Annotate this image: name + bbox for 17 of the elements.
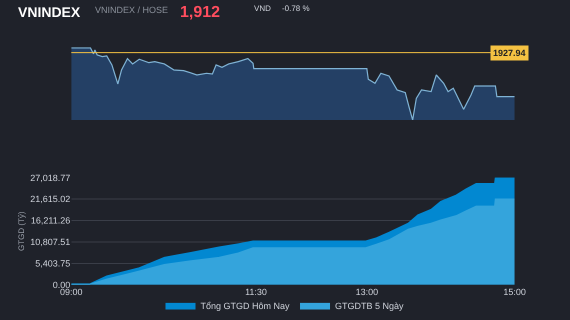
chart-subtitle: VNINDEX / HOSE [95,5,168,15]
y-tick-label: 5,403.75 [35,258,70,269]
legend-label: Tổng GTGD Hôm Nay [200,301,290,312]
annotation: 1927.94 [493,48,526,58]
text: VND [254,4,272,13]
x-tick-label: 15:00 [503,286,526,297]
text: 1,912 [180,4,220,21]
x-tick-label: 11:30 [245,286,267,297]
legend-label: GTGDTB 5 Ngày [335,301,404,312]
y-axis-title: GTGD (Tỷ) [16,211,26,251]
x-tick-label: 13:00 [356,286,378,297]
y-tick-label: 10,807.51 [30,237,70,248]
chart-title: VNINDEX [18,4,81,20]
y-tick-label: 21,615.02 [30,194,70,204]
text: -0.78 % [282,4,310,13]
y-tick-label: 16,211.26 [30,216,70,226]
y-tick-label: 27,018.77 [30,172,70,183]
